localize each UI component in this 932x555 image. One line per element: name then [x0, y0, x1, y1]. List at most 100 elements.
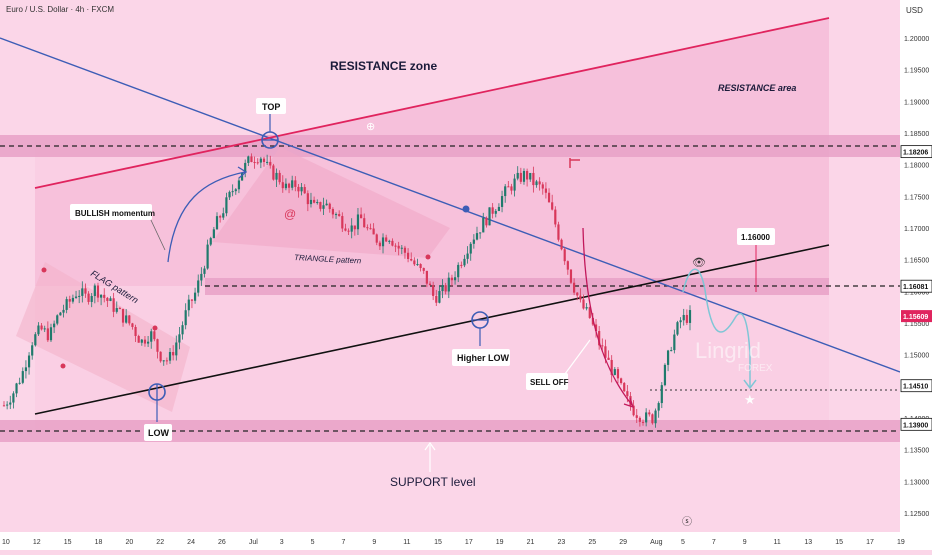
candle-body	[90, 296, 93, 302]
price-axis[interactable]	[900, 0, 932, 532]
candle-body	[363, 218, 366, 228]
candle-body	[34, 334, 37, 346]
price-tick-label: 1.17000	[904, 226, 929, 233]
projection-path	[682, 268, 751, 356]
candle-body	[479, 232, 482, 234]
price-tick-label: 1.20000	[904, 36, 929, 43]
time-tick-label: Jul	[249, 539, 258, 546]
candle-body	[688, 310, 692, 323]
price-level-label: 1.13900	[903, 422, 928, 429]
candle-body	[325, 203, 328, 206]
price-tick-label: 1.13500	[904, 448, 929, 455]
descending-trendline	[0, 37, 900, 373]
candle-body	[585, 307, 588, 309]
candle-body	[281, 182, 284, 189]
candle-body	[406, 252, 410, 259]
candle-body	[334, 214, 338, 216]
candle-body	[529, 172, 532, 180]
candle-body	[12, 393, 15, 403]
candle-body	[9, 402, 12, 405]
candle-body	[159, 351, 162, 362]
time-axis[interactable]	[0, 532, 932, 550]
candle-body	[275, 172, 278, 180]
time-tick-label: 7	[341, 539, 345, 546]
candle-body	[504, 186, 507, 197]
candle-body	[472, 239, 475, 244]
candle-body	[497, 206, 501, 211]
candle-body	[165, 360, 168, 362]
candle-body	[679, 320, 682, 323]
support-trendline	[34, 244, 830, 415]
candle-body	[49, 327, 53, 341]
candle-body	[153, 331, 156, 340]
selloff-callout-line	[561, 339, 591, 379]
bullish-momentum-arrow	[167, 171, 246, 263]
candle-body	[626, 391, 629, 397]
price-level-badge	[900, 279, 932, 293]
time-tick-label: 23	[558, 539, 566, 546]
time-tick-label: 26	[218, 539, 226, 546]
candle-body	[632, 405, 635, 416]
flag-point-2	[152, 325, 158, 331]
candle-body	[663, 364, 667, 386]
candle-body	[419, 264, 422, 269]
bullish-arrow-head	[237, 166, 248, 179]
low-callout-box	[144, 424, 172, 441]
candle-body	[18, 382, 21, 384]
candle-body	[140, 339, 143, 343]
candle-body	[372, 228, 375, 235]
candle-body	[331, 209, 335, 215]
price-tick-label: 1.17500	[904, 194, 929, 201]
candle-body	[278, 172, 281, 183]
candle-body	[294, 180, 297, 187]
time-tick-label: 25	[588, 539, 596, 546]
candle-body	[225, 197, 228, 214]
price-tick-label: 1.16500	[904, 258, 929, 265]
candle-body	[460, 264, 463, 266]
candle-body	[134, 326, 137, 336]
candle-body	[297, 186, 300, 192]
candle-body	[56, 315, 59, 324]
candle-body	[557, 224, 560, 240]
candle-body	[187, 299, 190, 311]
low-callout: LOW	[148, 428, 169, 438]
candle-body	[579, 295, 582, 300]
candle-body	[106, 297, 109, 301]
candle-body	[381, 237, 385, 247]
price-level-label: 1.15609	[903, 314, 928, 321]
price-tick-label: 1.12500	[904, 511, 929, 518]
triangle-pattern-label: TRIANGLE pattern	[294, 253, 362, 266]
candle-body	[228, 191, 231, 198]
candle-body	[416, 264, 419, 266]
time-tick-label: 11	[403, 539, 410, 546]
candle-body	[485, 217, 488, 226]
time-tick-label: 9	[743, 539, 747, 546]
sell-off-callout: SELL OFF	[530, 378, 569, 387]
candle-body	[598, 331, 601, 346]
target-star-icon: ★	[744, 392, 756, 407]
candle-body	[619, 378, 623, 384]
candle-body	[491, 207, 494, 214]
candle-body	[369, 228, 372, 230]
candle-body	[240, 173, 244, 181]
candle-body	[319, 202, 322, 209]
eye-icon: 👁	[692, 257, 706, 269]
candle-body	[513, 178, 516, 191]
candle-body	[453, 277, 457, 281]
price-tick-label: 1.19500	[904, 68, 929, 75]
candle-body	[488, 207, 491, 226]
candle-body	[262, 158, 266, 163]
candle-body	[190, 299, 194, 301]
candle-body	[244, 162, 247, 174]
candle-body	[544, 188, 548, 193]
candle-body	[438, 291, 441, 303]
candle-body	[219, 216, 222, 218]
candle-body	[526, 170, 529, 180]
candle-body	[522, 170, 526, 182]
candle-body	[582, 299, 585, 309]
candle-body	[272, 165, 275, 180]
candle-body	[266, 161, 269, 163]
time-tick-label: 12	[33, 539, 41, 546]
triangle-pattern-shape	[212, 147, 450, 258]
candle-body	[535, 181, 538, 186]
